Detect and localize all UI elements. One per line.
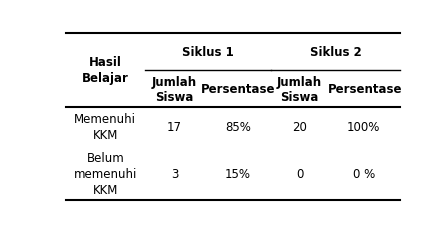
Text: Persentase: Persentase <box>201 83 275 96</box>
Text: Siklus 2: Siklus 2 <box>310 46 361 59</box>
Text: 3: 3 <box>171 167 178 180</box>
Text: 17: 17 <box>167 121 182 134</box>
Text: 85%: 85% <box>225 121 251 134</box>
Text: Siklus 1: Siklus 1 <box>182 46 234 59</box>
Text: Jumlah
Siswa: Jumlah Siswa <box>152 75 197 103</box>
Text: Belum
memenuhi
KKM: Belum memenuhi KKM <box>74 151 137 196</box>
Text: Persentase: Persentase <box>328 83 402 96</box>
Text: 100%: 100% <box>347 121 380 134</box>
Text: 0: 0 <box>296 167 303 180</box>
Text: 15%: 15% <box>225 167 251 180</box>
Text: Hasil
Belajar: Hasil Belajar <box>82 56 129 85</box>
Text: Memenuhi
KKM: Memenuhi KKM <box>74 113 136 142</box>
Text: 20: 20 <box>292 121 307 134</box>
Text: Jumlah
Siswa: Jumlah Siswa <box>277 75 322 103</box>
Text: 0 %: 0 % <box>353 167 375 180</box>
